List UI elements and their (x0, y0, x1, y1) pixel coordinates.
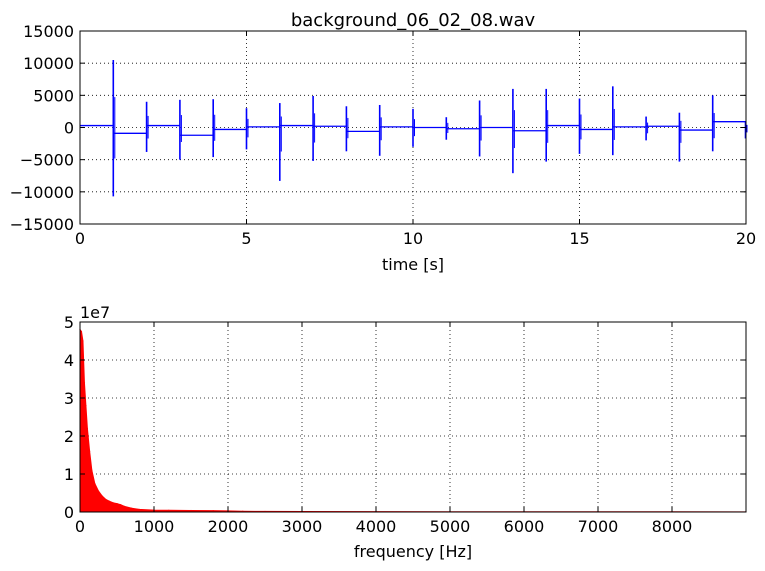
spectrum-x-tick-label: 2000 (208, 517, 249, 536)
spectrum-x-tick-label: 7000 (578, 517, 619, 536)
spectrum-y-tick-label: 3 (64, 389, 74, 408)
spectrum-point (123, 505, 125, 507)
waveform-y-tick-label: −10000 (10, 183, 74, 202)
spectrum-x-tick-label: 8000 (652, 517, 693, 536)
waveform-y-tick-label: 0 (64, 119, 74, 138)
spectrum-grid (80, 322, 746, 512)
spectrum-chart: 0 1000 2000 3000 4000 5000 6000 7000 8000012345 … (64, 303, 747, 561)
waveform-y-tick-label: −15000 (10, 215, 74, 234)
spectrum-y-tick-label: 4 (64, 351, 74, 370)
spectrum-point (138, 508, 140, 510)
spectrum-point (120, 504, 122, 506)
spectrum-axes-frame (79, 321, 747, 513)
spectrum-point (131, 507, 133, 509)
waveform-x-tick-label: 15 (569, 229, 589, 248)
spectrum-point (94, 482, 96, 485)
spectrum-x-tick-label: 6000 (504, 517, 545, 536)
waveform-y-tick-label: 5000 (33, 86, 74, 105)
spectrum-x-axis-label: frequency [Hz] (354, 542, 472, 561)
spectrum-point (190, 509, 192, 512)
waveform-chart-title: background_06_02_08.wav (291, 10, 536, 31)
spectrum-point (112, 502, 114, 504)
spectrum-point (80, 330, 83, 333)
spectrum-point (86, 427, 88, 429)
spectrum-point (168, 509, 170, 511)
spectrum-point (91, 469, 93, 471)
spectrum-point (116, 503, 118, 505)
waveform-y-tick-label: 15000 (23, 22, 74, 41)
spectrum-x-tick-label: 4000 (356, 517, 397, 536)
waveform-x-tick-label: 20 (736, 229, 756, 248)
spectrum-point (82, 340, 84, 342)
spectrum-x-tick-label: 5000 (430, 517, 471, 536)
spectrum-point (109, 500, 111, 502)
spectrum-point (101, 495, 103, 497)
spectrum-point (105, 498, 107, 501)
waveform-x-tick-label: 0 (75, 229, 85, 248)
spectrum-series (79, 328, 747, 513)
waveform-x-tick-label: 10 (403, 229, 423, 248)
waveform-chart: background_06_02_08.wav 0 5 10 15 20 −15000 −1… (10, 10, 756, 274)
spectrum-x-tick-label: 3000 (282, 517, 323, 536)
spectrum-x-tick-label: 0 (75, 517, 85, 536)
spectrum-point (85, 405, 87, 407)
spectrum-point (212, 510, 214, 512)
spectrum-point (83, 382, 86, 384)
waveform-x-tick-label: 5 (241, 229, 251, 248)
waveform-series (80, 59, 748, 197)
spectrum-y-tick-label: 1 (64, 465, 74, 484)
spectrum-ticks: 0 1000 2000 3000 4000 5000 6000 7000 8000 0 1 2 3 4 5 (64, 313, 746, 536)
waveform-x-axis-label: time [s] (382, 255, 444, 274)
waveform-y-tick-label: −5000 (20, 151, 74, 170)
spectrum-y-tick-label: 5 (64, 313, 74, 332)
waveform-ticks: 0 5 10 15 20 −15000 −10000 −5000 0 5000 10000 15000 (10, 22, 756, 248)
spectrum-y-tick-label: 2 (64, 427, 74, 446)
spectrum-x-tick-label: 1000 (134, 517, 175, 536)
spectrum-y-tick-label: 0 (64, 503, 74, 522)
spectrum-point (97, 490, 100, 492)
waveform-y-tick-label: 10000 (23, 54, 74, 73)
spectrum-y-multiplier: 1e7 (80, 303, 110, 322)
spectrum-point (89, 450, 91, 452)
spectrum-area (79, 328, 747, 513)
